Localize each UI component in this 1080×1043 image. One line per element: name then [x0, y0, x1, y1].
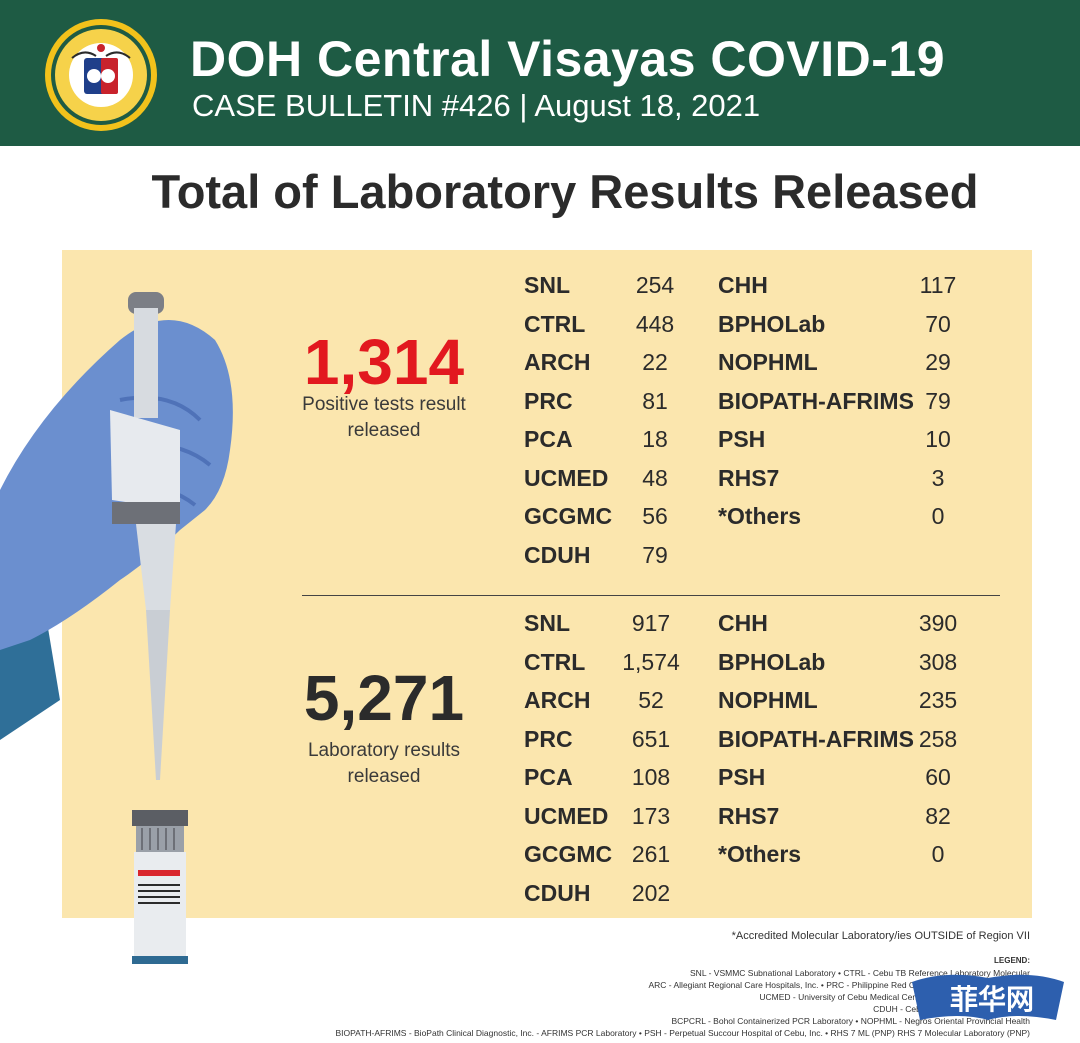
laboratory-lab-name: ARCH: [524, 687, 591, 713]
laboratory-lab-name: SNL: [524, 610, 570, 636]
laboratory-lab-name: BIOPATH-AFRIMS: [718, 725, 914, 752]
positive-lab-name: RHS7: [718, 464, 780, 491]
positive-lab-name: PCA: [524, 426, 573, 452]
test-tube-vial-icon: [132, 810, 188, 964]
laboratory-lab-value: 173: [631, 802, 671, 829]
laboratory-lab-value: 82: [925, 802, 951, 829]
laboratory-lab-value: 235: [918, 687, 958, 713]
positive-lab-value: 10: [925, 426, 951, 452]
positive-lab-value: 0: [931, 503, 945, 529]
positive-lab-name: BIOPATH-AFRIMS: [718, 387, 914, 414]
legend-title: LEGEND:: [994, 956, 1030, 965]
legend-line: BCPCRL - Bohol Containerized PCR Laborat…: [671, 1016, 1030, 1026]
positive-lab-value: 117: [919, 272, 957, 298]
section-divider: [302, 595, 1000, 596]
positive-lab-name: *Others: [718, 503, 802, 529]
positive-lab-value: 3: [931, 464, 945, 491]
laboratory-lab-value: 52: [638, 687, 664, 713]
laboratory-lab-value: 1,574: [622, 648, 680, 675]
laboratory-lab-value: 0: [931, 841, 945, 867]
positive-lab-value: 56: [642, 503, 668, 529]
laboratory-lab-name: NOPHML: [718, 687, 818, 713]
positive-lab-name: CTRL: [524, 310, 586, 337]
laboratory-lab-name: CHH: [718, 610, 768, 636]
laboratory-lab-value: 60: [925, 764, 951, 790]
page-title: Total of Laboratory Results Released: [151, 165, 979, 218]
watermark-badge: [912, 974, 1064, 1020]
positive-lab-name: CHH: [718, 272, 768, 298]
positive-lab-value: 79: [925, 387, 951, 414]
legend-line: BIOPATH-AFRIMS - BioPath Clinical Diagno…: [335, 1028, 1030, 1038]
legend-line: UCMED - University of Cebu Medical Cente…: [759, 992, 1030, 1002]
positive-lab-value: 254: [635, 272, 675, 298]
laboratory-lab-value: 308: [918, 648, 958, 675]
positive-lab-name: SNL: [524, 272, 570, 298]
laboratory-lab-name: GCGMC: [524, 841, 613, 867]
positive-lab-value: 18: [642, 426, 668, 452]
positive-lab-name: ARCH: [524, 349, 591, 375]
positive-lab-value: 448: [635, 310, 675, 337]
positive-lab-name: CDUH: [524, 541, 591, 568]
positive-lab-value: 70: [925, 310, 951, 337]
positive-lab-name: UCMED: [524, 464, 609, 491]
laboratory-lab-value: 917: [631, 610, 671, 636]
laboratory-lab-value: 390: [918, 610, 958, 636]
legend-line: SNL - VSMMC Subnational Laboratory • CTR…: [690, 968, 1030, 978]
positive-lab-value: 48: [642, 464, 668, 491]
laboratory-lab-value: 651: [631, 725, 671, 752]
pipette-glove-illustration: [0, 292, 233, 964]
laboratory-lab-name: PSH: [718, 764, 766, 790]
header-banner: DOH Central Visayas COVID-19 CASE BULLET…: [0, 0, 1080, 146]
laboratory-total: 5,271: [303, 662, 465, 734]
laboratory-lab-value: 261: [631, 841, 671, 867]
positive-lab-value: 81: [642, 387, 668, 414]
laboratory-lab-value: 108: [631, 764, 671, 790]
bulletin-title: DOH Central Visayas COVID-19: [190, 31, 946, 87]
laboratory-lab-value: 258: [918, 725, 958, 752]
laboratory-lab-name: CTRL: [524, 648, 586, 675]
laboratory-lab-name: UCMED: [524, 802, 609, 829]
positive-lab-name: BPHOLab: [718, 310, 826, 337]
laboratory-lab-name: CDUH: [524, 879, 591, 906]
positive-lab-name: PSH: [718, 426, 766, 452]
positive-lab-value: 79: [642, 541, 668, 568]
footnote: *Accredited Molecular Laboratory/ies OUT…: [731, 930, 1030, 942]
legend-line: ARC - Allegiant Regional Care Hospitals,…: [648, 980, 1030, 990]
positive-lab-name: NOPHML: [718, 349, 818, 375]
laboratory-lab-name: PCA: [524, 764, 573, 790]
laboratory-caption: Laboratory results released: [307, 740, 461, 787]
positive-lab-value: 22: [642, 349, 668, 375]
positive-total: 1,314: [303, 326, 465, 398]
positive-lab-name: PRC: [524, 387, 573, 414]
watermark-text: 菲华网: [949, 983, 1034, 1016]
laboratory-lab-name: BPHOLab: [718, 648, 826, 675]
laboratory-lab-name: RHS7: [718, 802, 780, 829]
positive-lab-name: GCGMC: [524, 503, 613, 529]
positive-lab-value: 29: [925, 349, 951, 375]
laboratory-lab-name: *Others: [718, 841, 802, 867]
positive-caption: Positive tests result released: [302, 394, 466, 441]
bulletin-subtitle: CASE BULLETIN #426 | August 18, 2021: [192, 88, 761, 123]
laboratory-lab-name: PRC: [524, 725, 573, 752]
laboratory-lab-value: 202: [631, 879, 671, 906]
doh-seal-icon: [45, 19, 157, 131]
